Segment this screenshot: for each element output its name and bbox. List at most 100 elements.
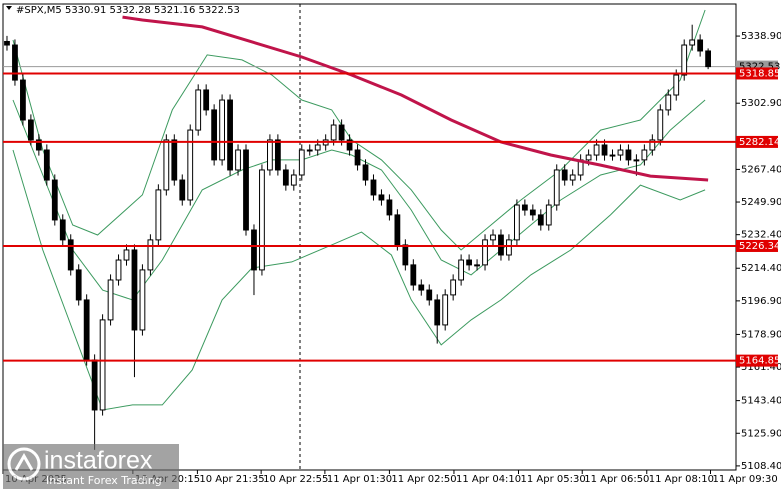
y-tick-label: 5143.40 [741,396,781,407]
bollinger-band [12,99,706,301]
candle-body [43,149,50,181]
x-tick-label: 10 Apr 21:35 [199,474,264,485]
candle-body [59,219,66,241]
candle-body [75,269,82,301]
candle-body [402,244,409,266]
level-label: 5282.14 [739,137,780,148]
candle-body [633,159,640,162]
last-price-label: 5322.53 [739,62,780,73]
candle-body [20,79,26,121]
candle-body [657,109,664,141]
candle-body [482,239,488,266]
candle-body [179,179,186,201]
x-tick-label: 11 Apr 09:30 [713,474,778,485]
candle-body [235,149,241,171]
plot-frame [2,3,737,471]
candle-body [593,144,600,156]
candle-body [521,204,528,211]
candle-body [561,169,568,181]
candle-body [203,89,210,111]
candle-body [282,169,289,186]
candle-body [290,174,297,186]
level-label: 5318.85 [739,68,780,79]
candle-body [649,139,656,151]
candle-body [243,149,249,231]
y-tick-label: 5161.40 [741,362,781,373]
candle-body [426,289,433,301]
candle-body [617,149,624,156]
candle-body [362,164,369,181]
watermark-title: instaforex [44,447,153,475]
watermark-logo [7,447,41,481]
candle-body [466,259,472,266]
candle-body [139,269,146,331]
last-price-box [736,60,778,73]
candle-body [91,359,98,411]
candle-body [410,264,417,286]
moving-average [122,15,709,182]
candle-body [107,279,114,321]
chart-title: #SPX,M5 5330.91 5332.28 5321.16 5322.53 [16,5,240,16]
candle-body [27,119,34,141]
y-tick-label: 5249.90 [741,197,781,208]
candle-body [394,214,401,246]
level-label-box [736,239,778,252]
x-tick-label: 11 Apr 04:10 [456,474,521,485]
watermark-logo-mark [14,452,34,471]
candle-body [187,129,194,201]
candle-body [418,284,425,291]
x-tick-label: 11 Apr 06:50 [584,474,649,485]
candle-body [609,154,616,157]
candle-body [506,239,512,256]
candle-body [259,169,265,271]
candle-body [490,234,496,241]
candle-body [450,279,457,296]
candle-body [195,89,202,131]
candle-body [51,179,58,221]
level-label-box [736,67,778,80]
candle-body [251,229,257,271]
candle-body [267,139,273,171]
y-tick-label: 5178.90 [741,329,781,340]
candle-body [625,149,632,161]
candle-body [681,44,688,76]
candle-body [354,149,361,166]
x-tick-label: 11 Apr 08:10 [649,474,714,485]
y-tick-label: 5302.90 [741,98,781,109]
candle-body [274,139,281,171]
candle-body [697,39,704,52]
candle-body [314,144,321,151]
candle-body [227,99,233,171]
plot-area [3,9,736,450]
bollinger-band [12,149,706,411]
watermark: instaforex Instant Forex Trading [3,444,179,489]
candle-body [689,39,696,46]
candle-body [553,169,560,206]
level-label: 5226.34 [739,241,780,252]
candle-body [298,149,305,176]
y-tick-label: 5108.40 [741,461,781,472]
candle-body [545,204,552,226]
y-tick-label: 5214.40 [741,263,781,274]
x-tick-label: 11 Apr 02:50 [391,474,456,485]
candle-body [115,259,122,281]
candle-body [673,74,680,96]
candle-body [458,259,465,281]
candle-body [12,44,18,81]
candle-body [123,249,130,261]
candle-body [585,154,592,161]
candle-body [378,194,385,201]
candle-body [330,124,337,141]
x-tick-label: 11 Apr 01:30 [327,474,392,485]
candle-body [4,40,10,46]
level-label: 5164.85 [739,356,780,367]
candle-body [338,124,345,141]
x-tick-label: 11 Apr 05:30 [520,474,585,485]
candle-body [537,214,544,226]
candle-body [35,139,42,151]
title-arrow [6,6,12,10]
level-label-box [736,354,778,367]
level-label-box [736,135,778,148]
